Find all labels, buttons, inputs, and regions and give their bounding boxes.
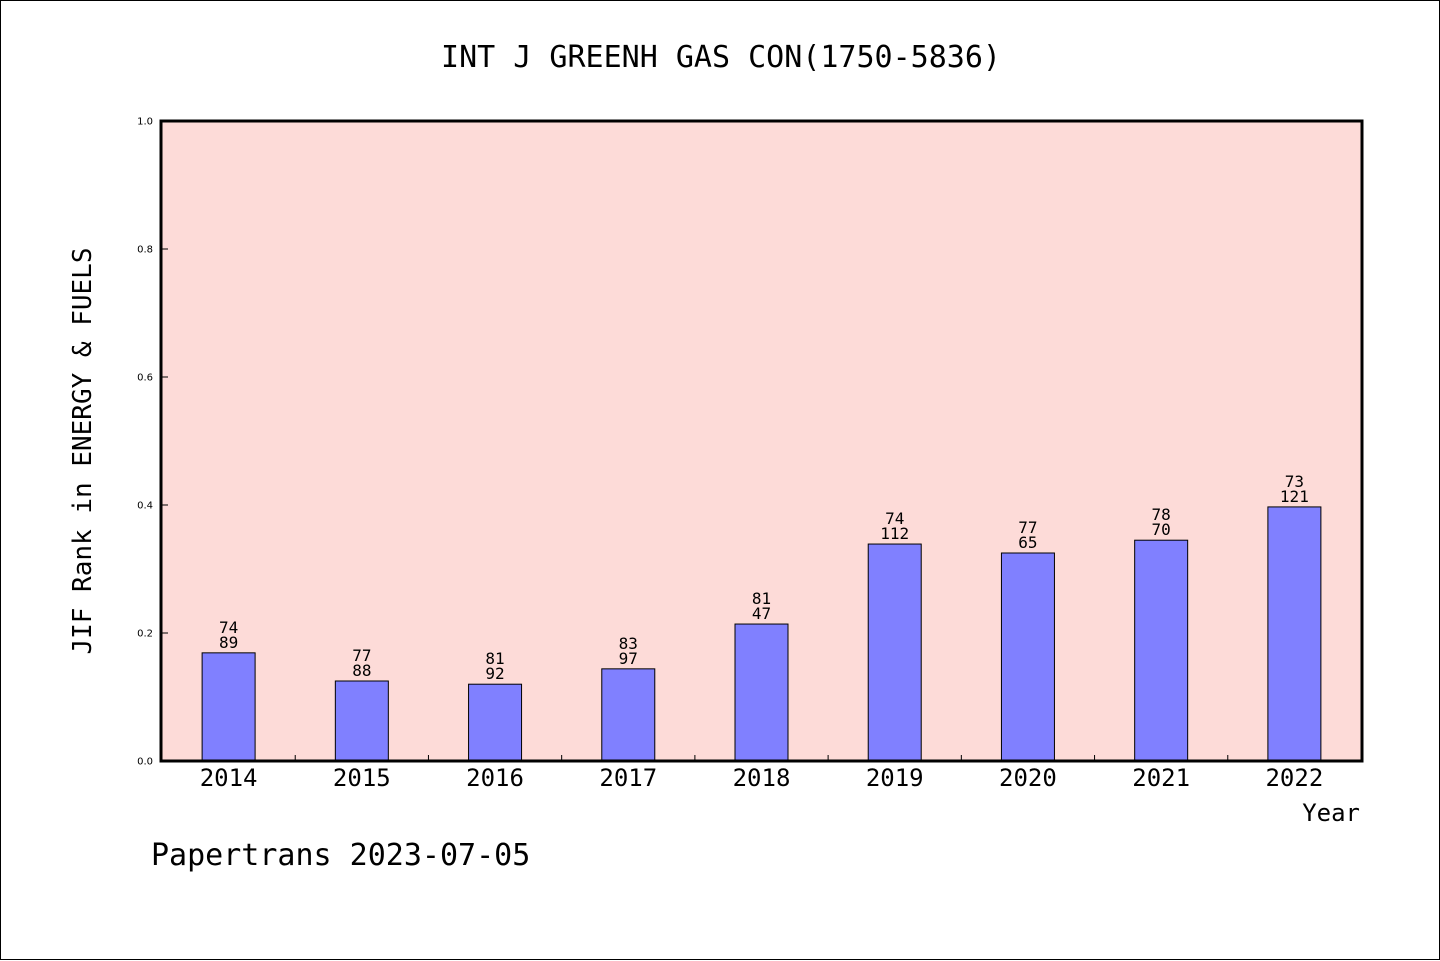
chart-title: INT J GREENH GAS CON(1750-5836) <box>441 40 1001 75</box>
total-label-2017: 97 <box>619 649 638 668</box>
x-tick-2021: 2021 <box>1132 764 1190 792</box>
rank-label-2021: 78 <box>1152 505 1171 524</box>
bar-2022 <box>1267 506 1322 762</box>
bar-2015 <box>334 680 389 762</box>
bar-2017 <box>601 668 656 762</box>
y-tick-0.6: 0.6 <box>137 373 153 384</box>
bar-2020 <box>1000 552 1055 762</box>
y-axis-label: JIF Rank in ENERGY & FUELS <box>68 248 98 655</box>
bar-2018 <box>734 623 789 762</box>
x-tick-2018: 2018 <box>733 764 791 792</box>
x-tick-2020: 2020 <box>999 764 1057 792</box>
rank-label-2020: 77 <box>1018 518 1037 537</box>
bar-2019 <box>867 543 922 762</box>
rank-label-2016: 81 <box>485 649 504 668</box>
x-tick-2019: 2019 <box>866 764 924 792</box>
x-tick-2014: 2014 <box>200 764 258 792</box>
x-tick-2022: 2022 <box>1265 764 1323 792</box>
rank-label-2018: 81 <box>752 589 771 608</box>
rank-label-2015: 77 <box>352 646 371 665</box>
total-label-2022: 121 <box>1280 487 1309 506</box>
plot-border <box>159 119 1364 763</box>
total-label-2016: 92 <box>485 664 504 683</box>
x-axis: 2014 2015 2016 2017 2018 2019 2020 2021 2022 <box>200 755 1323 792</box>
bar-2014 <box>201 652 256 762</box>
x-tick-2016: 2016 <box>466 764 524 792</box>
total-label-2015: 88 <box>352 661 371 680</box>
x-axis-label: Year <box>1302 799 1360 827</box>
total-label-2019: 112 <box>880 524 909 543</box>
bar-2016 <box>468 683 523 762</box>
total-label-2020: 65 <box>1018 533 1037 552</box>
x-tick-2017: 2017 <box>599 764 657 792</box>
y-tick-0.4: 0.4 <box>137 501 153 512</box>
rank-label-2014: 74 <box>219 618 238 637</box>
x-tick-2015: 2015 <box>333 764 391 792</box>
y-tick-0.2: 0.2 <box>137 629 153 640</box>
bar-series <box>201 506 1322 762</box>
rank-label-2022: 73 <box>1285 472 1304 491</box>
total-label-2014: 89 <box>219 633 238 652</box>
footer-credit: Papertrans 2023-07-05 <box>151 838 530 873</box>
y-tick-0.8: 0.8 <box>137 245 153 256</box>
rank-label-2017: 83 <box>619 634 638 653</box>
bar-2021 <box>1134 539 1189 762</box>
y-tick-0.0: 0.0 <box>137 757 153 768</box>
rank-label-2019: 74 <box>885 509 904 528</box>
total-label-2021: 70 <box>1152 520 1171 539</box>
total-label-2018: 47 <box>752 604 771 623</box>
y-tick-1.0: 1.0 <box>137 117 153 128</box>
